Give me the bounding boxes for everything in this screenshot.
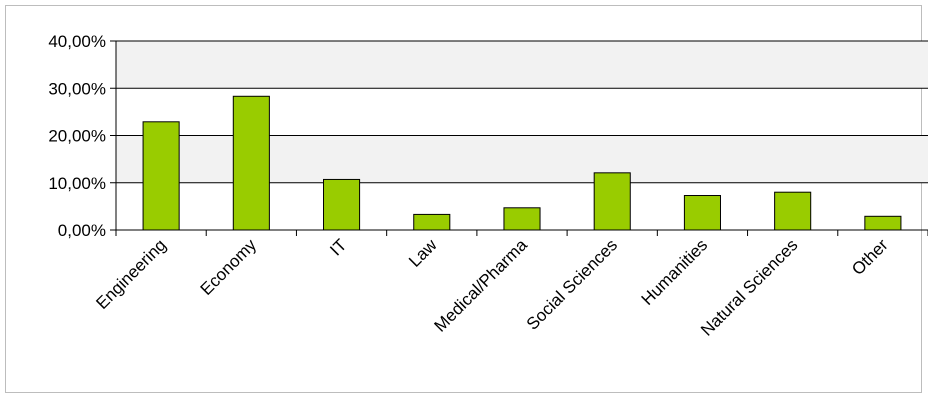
y-tick-label: 10,00% <box>48 174 106 193</box>
x-tick-label: Humanities <box>638 235 712 309</box>
x-tick-label: Engineering <box>92 235 170 313</box>
y-tick-label: 30,00% <box>48 79 106 98</box>
x-tick-label: Social Sciences <box>523 235 621 333</box>
bar <box>323 178 361 231</box>
x-tick-labels: Engineering Economy IT LawMedical/PharmaSoc… <box>92 235 892 340</box>
bars <box>142 95 902 231</box>
bar <box>232 95 270 231</box>
bar <box>142 121 180 231</box>
x-tick-label: Medical/Pharma <box>431 235 532 336</box>
bar <box>593 172 631 231</box>
bar <box>683 195 721 231</box>
x-tick-label: Other <box>848 235 892 279</box>
x-tick-label: IT <box>326 235 350 259</box>
y-tick-label: 20,00% <box>48 127 106 146</box>
x-tick-label: Law <box>405 235 441 271</box>
y-tick-label: 0,00% <box>58 221 106 240</box>
x-tick-label: Natural Sciences <box>697 235 801 339</box>
bar <box>413 213 451 231</box>
x-tick-label: Economy <box>197 235 261 299</box>
bar <box>503 207 541 231</box>
plot-band <box>116 41 928 89</box>
y-tick-labels: 0,00% 10,00% 20,00% 30,00% 40,00% <box>48 32 106 240</box>
y-tick-label: 40,00% <box>48 32 106 51</box>
bar <box>864 215 902 231</box>
bar <box>774 191 812 231</box>
axes <box>115 41 928 236</box>
